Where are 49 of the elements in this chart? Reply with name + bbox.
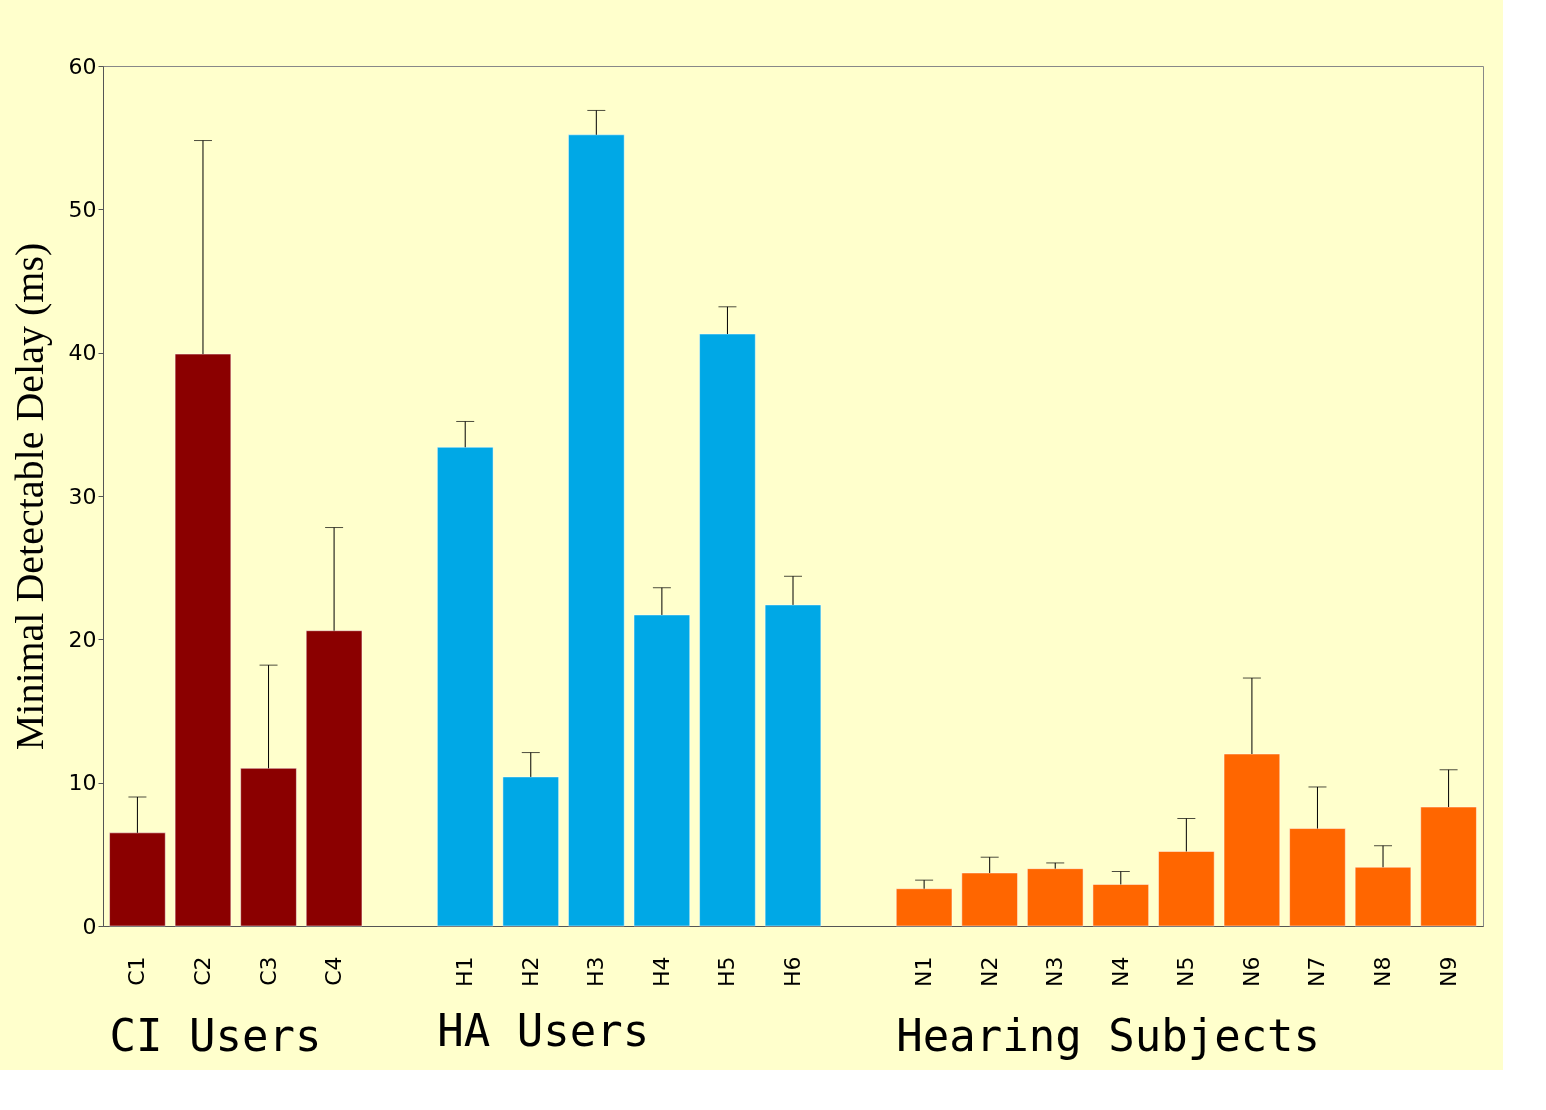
bar bbox=[1158, 851, 1215, 927]
x-tick-label: H6 bbox=[780, 956, 805, 988]
x-tick-label: N4 bbox=[1107, 956, 1133, 987]
bar bbox=[109, 832, 166, 927]
x-tick-label: C4 bbox=[321, 956, 347, 986]
bar bbox=[1289, 828, 1346, 927]
bar bbox=[174, 353, 232, 927]
bar bbox=[764, 604, 822, 927]
y-tick-label: 60 bbox=[68, 53, 97, 79]
y-tick-label: 30 bbox=[68, 483, 97, 509]
y-tick-label: 10 bbox=[68, 770, 97, 796]
x-tick-label: C3 bbox=[255, 956, 281, 986]
y-tick-label: 0 bbox=[82, 913, 97, 939]
y-tick-label: 50 bbox=[68, 196, 97, 222]
x-tick-label: C2 bbox=[189, 956, 215, 986]
x-tick-label: C1 bbox=[124, 956, 150, 986]
y-tick-label: 40 bbox=[68, 340, 97, 366]
text: CI Users bbox=[109, 1010, 322, 1061]
bar bbox=[1354, 866, 1412, 927]
y-axis-title: Minimal Detectable Delay (ms) bbox=[6, 242, 52, 751]
y-tick-label: 20 bbox=[68, 626, 97, 652]
bar bbox=[568, 134, 625, 927]
bar bbox=[1420, 806, 1477, 927]
text: Hearing Subjects bbox=[896, 1010, 1321, 1061]
bar bbox=[699, 333, 756, 927]
bar bbox=[1092, 884, 1150, 927]
text: HA Users bbox=[437, 1005, 650, 1056]
bar bbox=[895, 888, 953, 927]
bar bbox=[436, 446, 494, 927]
bar bbox=[240, 767, 297, 927]
x-tick-label: H5 bbox=[714, 956, 740, 988]
x-tick-label: H4 bbox=[648, 956, 674, 988]
x-tick-label: N9 bbox=[1435, 956, 1461, 987]
bar bbox=[502, 776, 560, 927]
x-tick-label: N3 bbox=[1042, 956, 1068, 987]
x-tick-label: N5 bbox=[1173, 956, 1199, 987]
x-tick-label: N1 bbox=[911, 956, 937, 987]
bar bbox=[633, 614, 691, 927]
bar bbox=[1223, 753, 1281, 927]
x-tick-label: H1 bbox=[452, 956, 478, 988]
x-tick-label: N2 bbox=[976, 956, 1002, 987]
x-tick-label: N6 bbox=[1238, 956, 1264, 987]
x-tick-label: H3 bbox=[583, 956, 609, 988]
x-tick-label: H2 bbox=[517, 956, 543, 988]
x-tick-label: N8 bbox=[1370, 956, 1396, 987]
bar bbox=[1026, 868, 1084, 927]
bar bbox=[305, 630, 363, 927]
x-tick-label: N7 bbox=[1304, 956, 1330, 987]
bar bbox=[961, 872, 1018, 927]
